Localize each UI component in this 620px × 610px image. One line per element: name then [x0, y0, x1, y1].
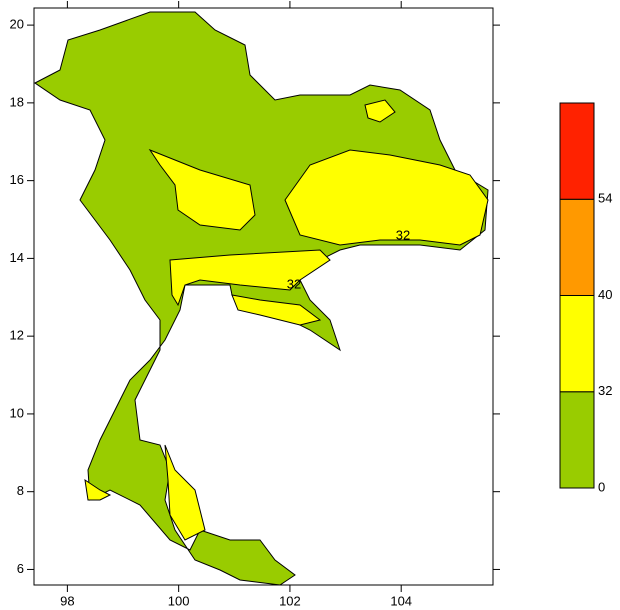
y-tick-label: 20 — [10, 17, 24, 32]
y-tick-label: 16 — [10, 172, 24, 187]
colorbar-bin — [559, 102, 595, 200]
heat-zone — [364, 99, 396, 123]
colorbar-label: 40 — [598, 287, 612, 302]
colorbar-label: 32 — [598, 383, 612, 398]
y-tick-label: 18 — [10, 94, 24, 109]
x-tick-label: 100 — [168, 593, 190, 608]
land — [34, 11, 489, 586]
heat-zone — [164, 444, 206, 541]
colorbar-bin — [559, 295, 595, 393]
y-tick-label: 10 — [10, 405, 24, 420]
colorbar-label: 54 — [598, 191, 612, 206]
colorbar-label: 0 — [598, 479, 605, 494]
y-tick-label: 8 — [17, 483, 24, 498]
heat-zone — [148, 148, 256, 231]
colorbar-bin — [559, 198, 595, 296]
heat-zone — [284, 149, 489, 246]
y-tick-label: 6 — [17, 561, 24, 576]
x-tick-label: 104 — [390, 593, 412, 608]
y-tick-label: 14 — [10, 250, 24, 265]
heat-zone — [169, 249, 331, 307]
colorbar-bin — [559, 391, 595, 489]
heat-zone — [84, 478, 112, 501]
contour-label: 32 — [287, 276, 301, 291]
x-tick-label: 102 — [279, 593, 301, 608]
x-tick-label: 98 — [60, 593, 74, 608]
heat-zone — [231, 294, 322, 326]
contour-label: 32 — [396, 227, 410, 242]
y-tick-label: 12 — [10, 328, 24, 343]
